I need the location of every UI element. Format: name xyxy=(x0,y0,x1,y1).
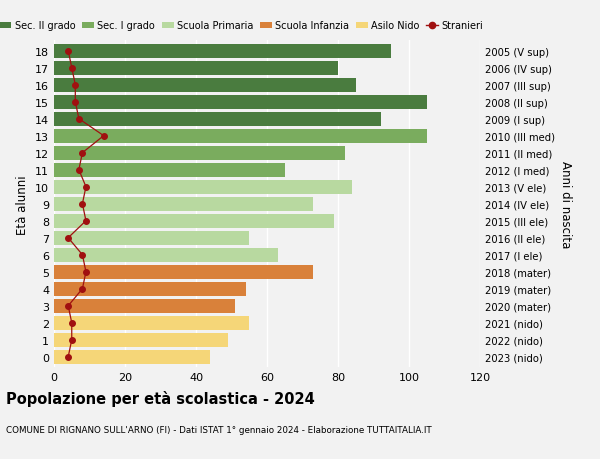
Bar xyxy=(54,62,338,75)
Y-axis label: Età alunni: Età alunni xyxy=(16,174,29,234)
Bar xyxy=(54,78,356,92)
Text: Popolazione per età scolastica - 2024: Popolazione per età scolastica - 2024 xyxy=(6,390,315,406)
Y-axis label: Anni di nascita: Anni di nascita xyxy=(559,161,572,248)
Bar xyxy=(54,248,278,262)
Bar xyxy=(54,163,285,177)
Bar xyxy=(54,95,427,109)
Bar xyxy=(54,180,352,194)
Bar xyxy=(54,299,235,313)
Bar xyxy=(54,129,427,143)
Bar xyxy=(54,265,313,279)
Bar xyxy=(54,231,249,245)
Text: COMUNE DI RIGNANO SULL'ARNO (FI) - Dati ISTAT 1° gennaio 2024 - Elaborazione TUT: COMUNE DI RIGNANO SULL'ARNO (FI) - Dati … xyxy=(6,425,432,434)
Legend: Sec. II grado, Sec. I grado, Scuola Primaria, Scuola Infanzia, Asilo Nido, Stran: Sec. II grado, Sec. I grado, Scuola Prim… xyxy=(0,19,485,33)
Bar xyxy=(54,316,249,330)
Bar xyxy=(54,282,246,296)
Bar xyxy=(54,197,313,211)
Bar xyxy=(54,112,380,126)
Bar xyxy=(54,45,391,58)
Bar xyxy=(54,146,345,160)
Bar xyxy=(54,350,210,364)
Bar xyxy=(54,214,334,228)
Bar xyxy=(54,333,228,347)
